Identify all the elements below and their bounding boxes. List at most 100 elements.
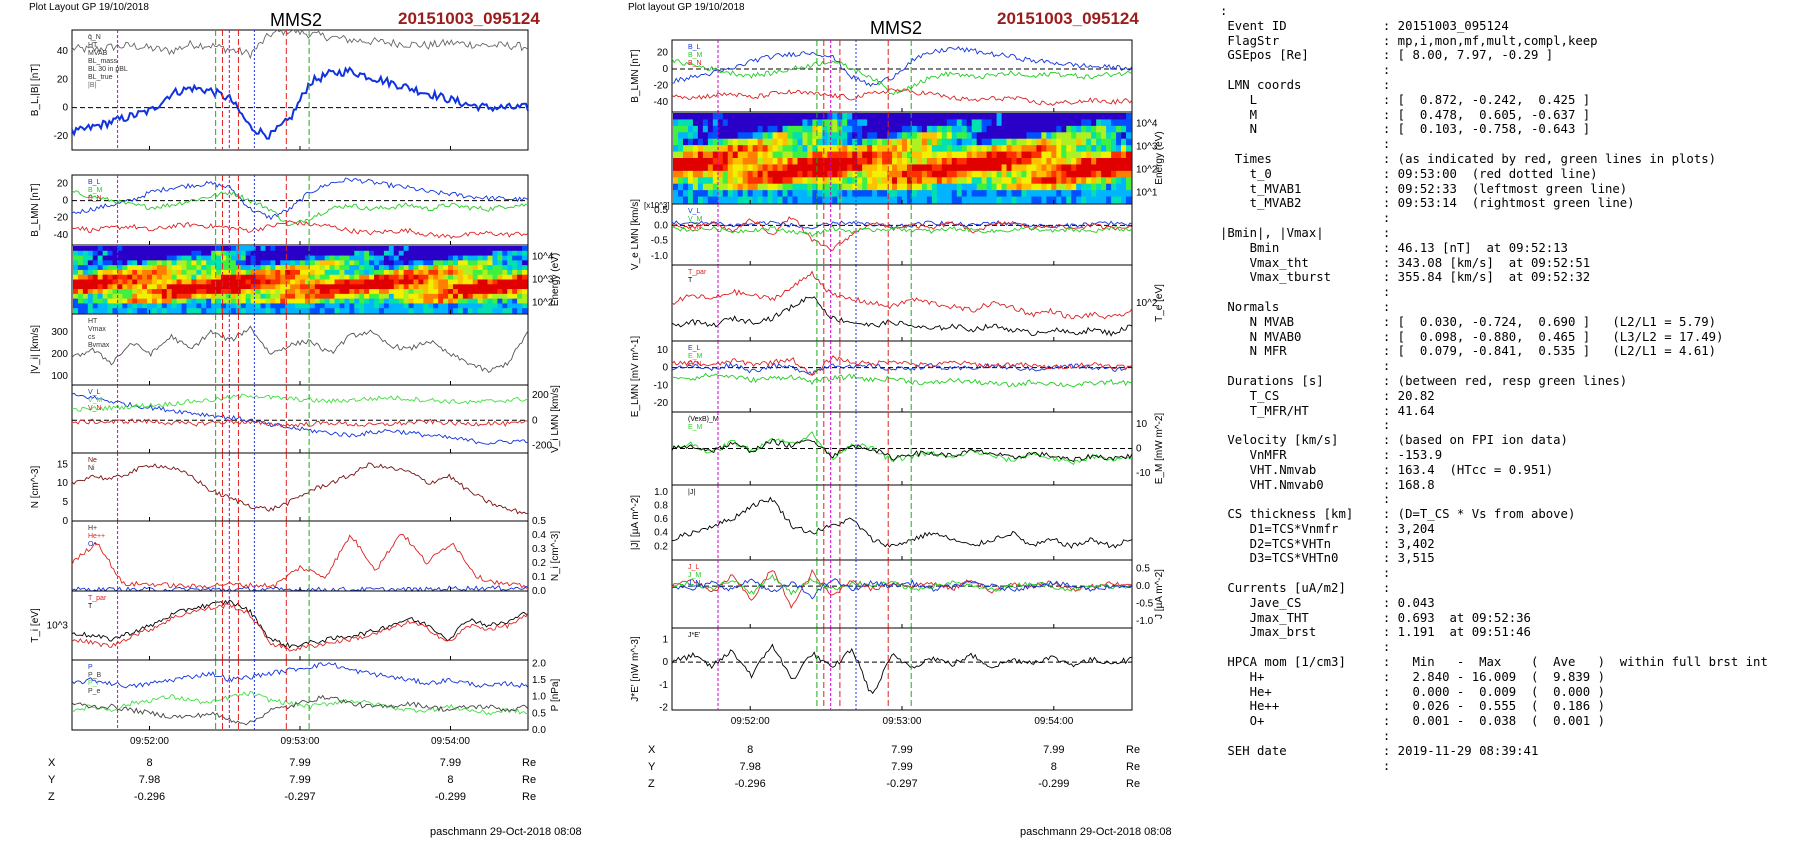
spectrogram-cell (497, 246, 503, 252)
spectrogram-cell (1111, 170, 1117, 178)
spectrogram-cell (971, 158, 978, 165)
spectrogram-cell (255, 303, 261, 309)
y-axis-label: J*E' [nW m^-3] (630, 636, 641, 702)
spectrogram-cell (181, 250, 187, 256)
spectrogram-cell (245, 293, 252, 300)
spectrogram-cell (951, 183, 958, 191)
spectrogram-cell (492, 250, 498, 256)
spectrogram-cell (787, 132, 793, 140)
spectrogram-cell (961, 196, 968, 204)
spectrogram-cell (225, 289, 232, 295)
spectrogram-cell (270, 255, 276, 261)
spectrogram-cell (82, 255, 89, 261)
spectrogram-cell (966, 113, 973, 120)
spectrogram-cell (991, 125, 997, 133)
spectrogram-cell (946, 119, 953, 127)
spectrogram-cell (1036, 183, 1042, 191)
spectrogram-cell (1031, 177, 1037, 185)
spectrogram-cell (309, 269, 316, 276)
spectrogram-cell (156, 284, 163, 290)
y-tick-label: 10^3 (1136, 142, 1158, 153)
spectrogram-cell (137, 293, 143, 300)
spectrogram-cell (438, 255, 444, 261)
coord-unit: Re (1126, 761, 1141, 773)
spectrogram-cell (211, 284, 217, 290)
spectrogram-cell (842, 151, 848, 159)
spectrogram-cell (971, 113, 978, 120)
spectrogram-cell (482, 260, 488, 266)
spectrogram-cell (166, 289, 173, 295)
spectrogram-cell (902, 119, 908, 127)
spectrogram-cell (112, 284, 118, 290)
spectrogram-cell (956, 132, 963, 140)
panel-frame-M5 (671, 340, 1133, 413)
spectrogram-cell (206, 289, 212, 295)
spectrogram-cell (512, 246, 518, 252)
spectrogram-cell (827, 138, 833, 146)
spectrogram-cell (966, 145, 973, 152)
spectrogram-cell (448, 274, 454, 280)
spectrogram-cell (487, 246, 493, 252)
spectrogram-cell (117, 255, 123, 261)
spectrogram-cell (757, 119, 764, 127)
spectrogram-cell (457, 260, 464, 266)
y-axis-label: |J| [µA m^-2] (630, 495, 641, 550)
spectrogram-cell (757, 164, 764, 172)
spectrogram-cell (847, 170, 853, 178)
spectrogram-cell (812, 138, 818, 146)
spectrogram-cell (1086, 119, 1092, 127)
spectrogram-cell (270, 298, 276, 304)
spectrogram-cell (181, 274, 187, 280)
spectrogram-cell (97, 246, 103, 252)
spectrogram-cell (388, 303, 395, 309)
spectrogram-cell (413, 293, 419, 300)
spectrogram-cell (156, 303, 163, 309)
spectrogram-cell (892, 177, 898, 185)
spectrogram-cell (1116, 138, 1122, 146)
legend-entry: T_par (88, 595, 107, 602)
spectrogram-cell (295, 303, 301, 309)
spectrogram-cell (156, 246, 163, 252)
spectrogram-cell (802, 196, 808, 204)
spectrogram-cell (906, 151, 913, 159)
spectrogram-cell (388, 293, 395, 300)
legend-entry: B_L (688, 44, 701, 51)
spectrogram-cell (707, 151, 714, 159)
spectrogram-cell (112, 260, 118, 266)
spectrogram-cell (369, 260, 375, 266)
spectrogram-cell (902, 145, 908, 152)
spectrogram-cell (255, 246, 261, 252)
spectrogram-cell (156, 265, 163, 271)
y-tick-label: 0.5 (1136, 564, 1150, 575)
spectrogram-cell (1126, 170, 1132, 178)
coord-row-name: Y (648, 761, 656, 773)
spectrogram-cell (260, 293, 266, 300)
spectrogram-cell (319, 308, 326, 314)
spectrogram-cell (936, 151, 943, 159)
spectrogram-cell (936, 164, 943, 172)
spectrogram-cell (349, 269, 355, 276)
series-line-B_L (71, 66, 529, 140)
spectrogram-cell (176, 255, 182, 261)
spectrogram-cell (472, 265, 479, 271)
spectrogram-cell (1106, 164, 1112, 172)
spectrogram-cell (132, 246, 138, 252)
spectrogram-cell (717, 151, 724, 159)
spectrogram-cell (517, 274, 523, 280)
spectrogram-cell (792, 138, 798, 146)
spectrogram-cell (682, 113, 689, 120)
y-tick-label: 10^2 (1136, 298, 1158, 309)
y-tick-label: 0.0 (1136, 581, 1150, 592)
legend-entry: B_N (688, 60, 702, 67)
spectrogram-cell (956, 177, 963, 185)
spectrogram-cell (827, 158, 833, 165)
spectrogram-cell (827, 113, 833, 120)
spectrogram-cell (201, 289, 207, 295)
x-tick-label: 09:52:00 (731, 716, 770, 727)
spectrogram-cell (842, 164, 848, 172)
info-line: VnMFR : -153.9 (1220, 447, 1443, 462)
spectrogram-cell (492, 303, 498, 309)
spectrogram-cell (872, 125, 878, 133)
spectrogram-cell (762, 158, 768, 165)
spectrogram-cell (673, 113, 679, 120)
